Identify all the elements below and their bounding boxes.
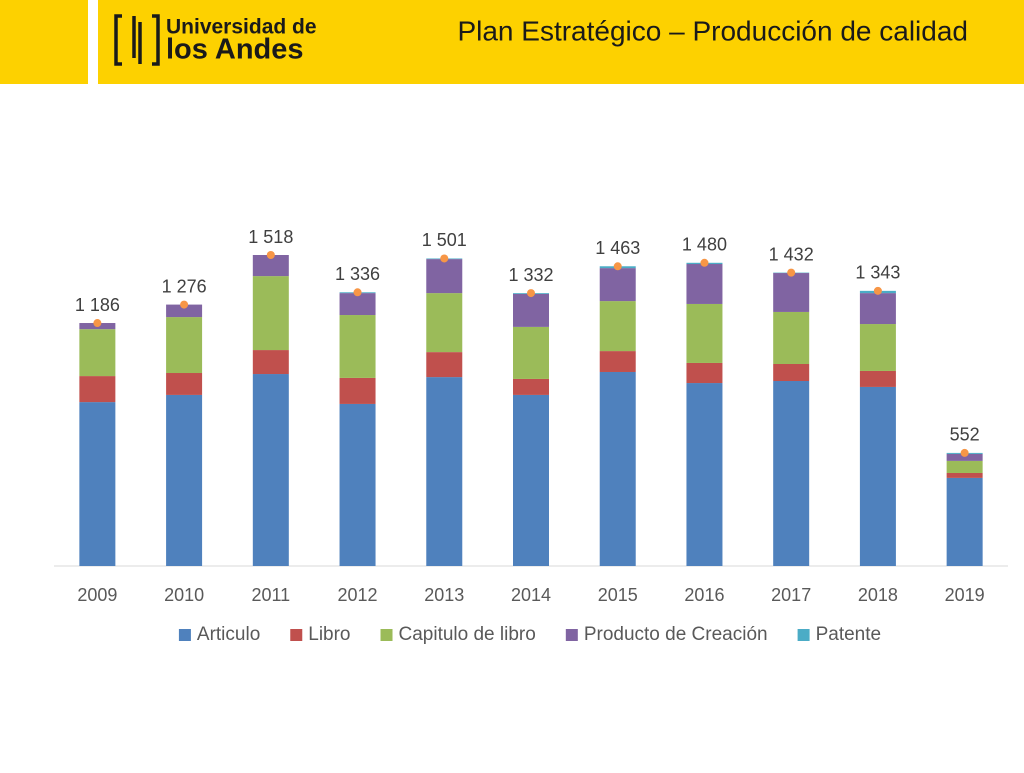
total-marker bbox=[787, 269, 795, 277]
bar-segment bbox=[773, 381, 809, 566]
total-label: 552 bbox=[950, 425, 980, 445]
bar-segment bbox=[513, 294, 549, 327]
bar-segment bbox=[860, 387, 896, 566]
x-tick-label: 2012 bbox=[338, 585, 378, 605]
bar-segment bbox=[426, 259, 462, 293]
total-marker bbox=[267, 251, 275, 259]
bar-segment bbox=[773, 273, 809, 312]
legend-label: Articulo bbox=[197, 624, 260, 645]
legend-label: Patente bbox=[816, 624, 882, 645]
bar-segment bbox=[166, 317, 202, 373]
bar-segment bbox=[686, 383, 722, 566]
bar-segment bbox=[79, 329, 115, 376]
total-label: 1 480 bbox=[682, 235, 727, 255]
total-marker bbox=[700, 259, 708, 267]
total-marker bbox=[527, 289, 535, 297]
total-marker bbox=[440, 254, 448, 262]
x-tick-label: 2013 bbox=[424, 585, 464, 605]
x-tick-label: 2014 bbox=[511, 585, 551, 605]
bar-segment bbox=[686, 363, 722, 383]
header-block bbox=[0, 0, 88, 84]
x-tick-label: 2009 bbox=[77, 585, 117, 605]
total-label: 1 186 bbox=[75, 295, 120, 315]
bar-segment bbox=[860, 371, 896, 387]
legend-swatch bbox=[179, 629, 191, 641]
legend-label: Capitulo de libro bbox=[399, 624, 536, 645]
total-marker bbox=[961, 449, 969, 457]
bar-segment bbox=[426, 352, 462, 377]
bar-segment bbox=[513, 327, 549, 379]
x-tick-label: 2019 bbox=[945, 585, 985, 605]
total-label: 1 343 bbox=[855, 263, 900, 283]
x-tick-label: 2016 bbox=[684, 585, 724, 605]
bar-segment bbox=[166, 395, 202, 566]
total-label: 1 276 bbox=[162, 276, 207, 296]
total-marker bbox=[180, 301, 188, 309]
total-label: 1 501 bbox=[422, 230, 467, 250]
bar-segment bbox=[773, 312, 809, 364]
bar-segment bbox=[340, 378, 376, 404]
bar-segment bbox=[600, 301, 636, 351]
x-tick-label: 2011 bbox=[251, 585, 290, 605]
total-label: 1 332 bbox=[508, 265, 553, 285]
bar-segment bbox=[253, 374, 289, 566]
bar-segment bbox=[513, 379, 549, 395]
bar-segment bbox=[773, 364, 809, 381]
x-tick-label: 2017 bbox=[771, 585, 811, 605]
x-tick-label: 2010 bbox=[164, 585, 204, 605]
bar-segment bbox=[79, 376, 115, 402]
bar-segment bbox=[686, 264, 722, 304]
bar-segment bbox=[600, 268, 636, 301]
bar-segment bbox=[253, 276, 289, 350]
slide-title: Plan Estratégico – Producción de calidad bbox=[457, 15, 968, 46]
legend-swatch bbox=[381, 629, 393, 641]
bar-segment bbox=[600, 351, 636, 372]
total-marker bbox=[614, 262, 622, 270]
total-marker bbox=[354, 288, 362, 296]
legend-swatch bbox=[290, 629, 302, 641]
bar-segment bbox=[340, 315, 376, 378]
bar-segment bbox=[340, 293, 376, 315]
total-marker bbox=[874, 287, 882, 295]
bar-segment bbox=[340, 404, 376, 566]
total-label: 1 518 bbox=[248, 227, 293, 247]
bar-segment bbox=[166, 373, 202, 395]
logo-line2: los Andes bbox=[166, 34, 304, 66]
legend-swatch bbox=[566, 629, 578, 641]
bar-segment bbox=[860, 293, 896, 324]
bar-segment bbox=[79, 402, 115, 566]
x-tick-label: 2018 bbox=[858, 585, 898, 605]
bar-segment bbox=[947, 478, 983, 566]
total-marker bbox=[93, 319, 101, 327]
bar-segment bbox=[947, 461, 983, 473]
total-label: 1 463 bbox=[595, 238, 640, 258]
legend-label: Producto de Creación bbox=[584, 624, 768, 645]
bar-segment bbox=[426, 293, 462, 352]
bar-segment bbox=[513, 395, 549, 566]
bar-segment bbox=[253, 350, 289, 374]
bar-segment bbox=[426, 377, 462, 566]
bar-segment bbox=[686, 304, 722, 363]
bar-segment bbox=[600, 372, 636, 566]
total-label: 1 432 bbox=[769, 244, 814, 264]
legend-swatch bbox=[798, 629, 810, 641]
legend-label: Libro bbox=[308, 624, 350, 645]
bar-segment bbox=[860, 324, 896, 371]
x-tick-label: 2015 bbox=[598, 585, 638, 605]
total-label: 1 336 bbox=[335, 264, 380, 284]
bar-segment bbox=[947, 473, 983, 478]
